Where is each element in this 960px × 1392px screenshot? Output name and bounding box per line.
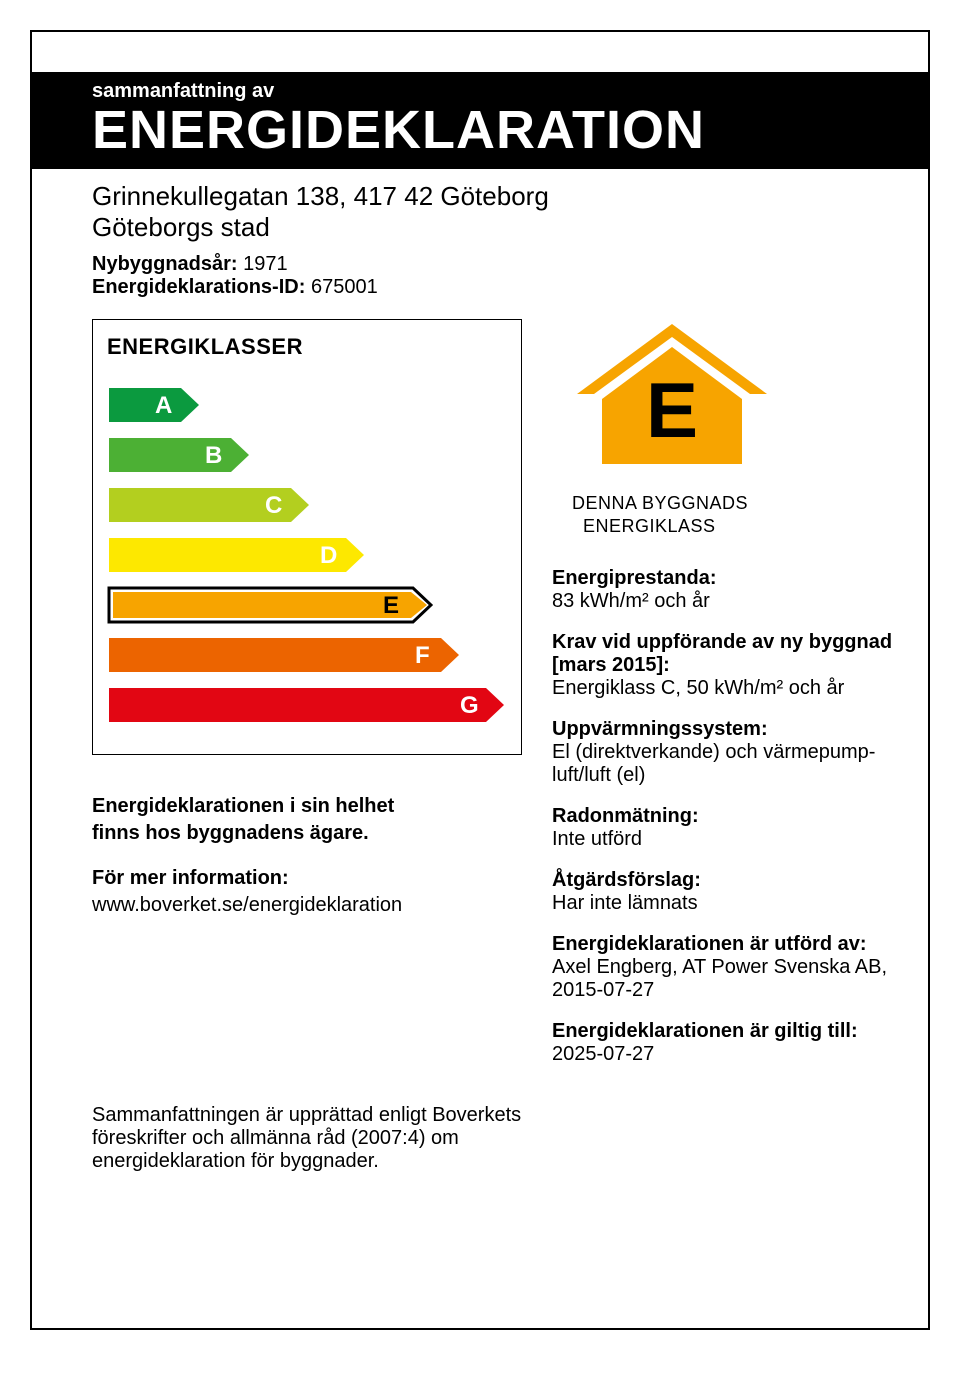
owner-line2: finns hos byggnadens ägare. — [92, 822, 522, 845]
info-heading-0: Energiprestanda: — [552, 567, 898, 590]
info-block-5: Energideklarationen är utförd av: Axel E… — [552, 933, 898, 1002]
arrow-label-c: C — [265, 492, 282, 520]
house-caption-line2: ENERGIKLASS — [583, 516, 716, 536]
info-value-0: 83 kWh/m² och år — [552, 590, 898, 613]
info-heading-1: Krav vid uppförande av ny byggnad [mars … — [552, 631, 898, 677]
info-block-0: Energiprestanda: 83 kWh/m² och år — [552, 567, 898, 613]
info-value-2: El (direktverkande) och värmepump-luft/l… — [552, 741, 898, 787]
house-caption: DENNA BYGGNADS ENERGIKLASS — [572, 492, 898, 539]
right-column: E DENNA BYGGNADS ENERGIKLASS Energiprest… — [552, 319, 898, 1084]
footer-note: Sammanfattningen är upprättad enligt Bov… — [32, 1084, 552, 1193]
left-below-box: Energideklarationen i sin helhet finns h… — [92, 795, 522, 917]
owner-line1: Energideklarationen i sin helhet — [92, 795, 522, 818]
info-value-6: 2025-07-27 — [552, 1043, 898, 1066]
info-heading-3: Radonmätning: — [552, 805, 898, 828]
arrow-label-f: F — [415, 642, 430, 670]
arrow-label-a: A — [155, 392, 172, 420]
arrow-row-g: G — [107, 686, 507, 726]
page-frame: sammanfattning av ENERGIDEKLARATION Grin… — [30, 30, 930, 1330]
info-heading-6: Energideklarationen är giltig till: — [552, 1020, 898, 1043]
left-column: ENERGIKLASSER A B C D E — [92, 319, 522, 1084]
info-value-4: Har inte lämnats — [552, 892, 898, 915]
info-block-6: Energideklarationen är giltig till: 2025… — [552, 1020, 898, 1066]
content-row: ENERGIKLASSER A B C D E — [32, 299, 928, 1084]
arrows-container: A B C D E F G — [107, 386, 507, 726]
house-icon: E — [572, 319, 898, 484]
arrow-row-a: A — [107, 386, 507, 426]
arrow-label-g: G — [460, 692, 479, 720]
year-label: Nybyggnadsår: — [92, 253, 238, 275]
house-caption-line1: DENNA BYGGNADS — [572, 493, 748, 513]
energy-class-title: ENERGIKLASSER — [107, 334, 507, 360]
arrow-label-e: E — [383, 592, 399, 620]
energy-class-box: ENERGIKLASSER A B C D E — [92, 319, 522, 755]
info-heading-2: Uppvärmningssystem: — [552, 718, 898, 741]
info-heading-5: Energideklarationen är utförd av: — [552, 933, 898, 956]
year-value: 1971 — [243, 253, 288, 275]
info-block-1: Krav vid uppförande av ny byggnad [mars … — [552, 631, 898, 700]
info-value-1: Energiklass C, 50 kWh/m² och år — [552, 677, 898, 700]
info-block-4: Åtgärdsförslag: Har inte lämnats — [552, 869, 898, 915]
info-block-2: Uppvärmningssystem: El (direktverkande) … — [552, 718, 898, 787]
info-block-3: Radonmätning: Inte utförd — [552, 805, 898, 851]
more-info-url: www.boverket.se/energideklaration — [92, 894, 522, 917]
id-value: 675001 — [311, 276, 378, 298]
arrow-row-b: B — [107, 436, 507, 476]
arrow-label-b: B — [205, 442, 222, 470]
arrow-row-d: D — [107, 536, 507, 576]
arrow-row-c: C — [107, 486, 507, 526]
info-value-5: Axel Engberg, AT Power Svenska AB, 2015-… — [552, 956, 898, 1002]
id-label: Energideklarations-ID: — [92, 276, 305, 298]
arrow-label-d: D — [320, 542, 337, 570]
address-line1: Grinnekullegatan 138, 417 42 Göteborg — [92, 181, 898, 212]
arrow-row-f: F — [107, 636, 507, 676]
meta-block: Nybyggnadsår: 1971 Energideklarations-ID… — [32, 243, 928, 299]
info-value-3: Inte utförd — [552, 828, 898, 851]
house-letter: E — [646, 366, 698, 454]
address-line2: Göteborgs stad — [92, 212, 898, 243]
address-block: Grinnekullegatan 138, 417 42 Göteborg Gö… — [32, 169, 928, 243]
info-heading-4: Åtgärdsförslag: — [552, 869, 898, 892]
header-banner: sammanfattning av ENERGIDEKLARATION — [32, 72, 928, 169]
more-info-label: För mer information: — [92, 867, 522, 890]
header-title: ENERGIDEKLARATION — [92, 103, 898, 157]
arrow-row-e: E — [107, 586, 507, 626]
right-info-list: Energiprestanda: 83 kWh/m² och år Krav v… — [552, 567, 898, 1066]
